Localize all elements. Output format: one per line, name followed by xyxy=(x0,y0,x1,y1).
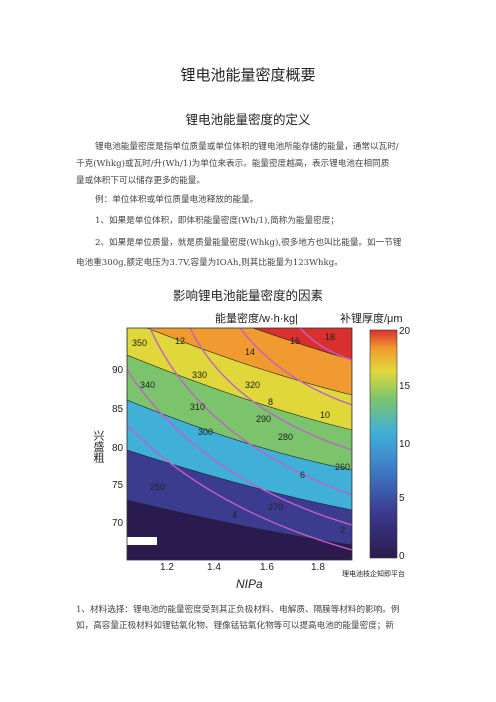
text-line: 电池重300g,额定电压为3.7V,容量为IOAh,则其比能量为123Whkg。 xyxy=(76,258,343,268)
contour-label: 4 xyxy=(232,510,237,520)
text-line: 如，高容量正极材料如锂钴氧化物、锂像锰钴氧化物等可以提高电池的能量密度；新 xyxy=(76,621,394,631)
y-tick: 90 xyxy=(112,365,124,376)
x-tick: 1.8 xyxy=(311,562,325,573)
axis-label: 补锂厚度/μm xyxy=(340,311,403,325)
contour-label: 330 xyxy=(192,370,207,380)
contour-label: 290 xyxy=(256,414,271,424)
contour-label: 300 xyxy=(198,427,213,437)
contour-label: 8 xyxy=(268,397,273,407)
text-line: 2、如果是单位质量，就是质量能量密度(Whkg),很多地方也叫比能量。如一节锂 xyxy=(95,238,402,248)
contour-label: 320 xyxy=(245,380,260,390)
contour-label: 250 xyxy=(150,482,165,492)
contour-label: 16 xyxy=(290,336,300,346)
contour-label: 350 xyxy=(132,338,147,348)
axis-label: 能量密度/w·h·kg| xyxy=(215,311,298,325)
heading: 影响锂电池能量密度的因素 xyxy=(172,288,323,303)
heading: 锂电池能量密度的定义 xyxy=(185,112,311,127)
title: 锂电池能量密度概要 xyxy=(180,66,316,84)
text-line: 锂电池能量密度是指单位质量或单位体积的锂电池所能存储的能量，通常以瓦时/ xyxy=(95,142,399,152)
text-line: 例：单位体积或单位质量电池释放的能量。 xyxy=(95,195,259,205)
contour-label: 270 xyxy=(268,502,283,512)
figure: 能量密度/w·h·kg| 补锂厚度/μm 兴盛粗 NIPa 1.2 1.4 1.… xyxy=(92,311,411,591)
x-tick: 1.6 xyxy=(260,562,274,573)
contour-label: 18 xyxy=(325,332,335,342)
y-tick: 75 xyxy=(112,480,124,491)
contour-label: 310 xyxy=(190,402,205,412)
axis-label: 兴盛粗 xyxy=(92,430,105,464)
text-line: 千克(Whkg)或瓦时/升(Wh/1)为单位来表示。能量密度越高，表示锂电池在相… xyxy=(76,159,390,169)
y-tick: 70 xyxy=(112,518,124,529)
axis-label: NIPa xyxy=(236,577,263,591)
colorbar-tick: 15 xyxy=(399,381,411,392)
contour-label: 340 xyxy=(140,380,155,390)
contour-label: 10 xyxy=(320,410,330,420)
x-tick: 1.4 xyxy=(207,562,221,573)
text-line: 量或体积下可以储存更多的能量。 xyxy=(76,176,205,186)
contour-label: 14 xyxy=(245,347,255,357)
contour-label: 280 xyxy=(278,432,293,442)
text-line: 1、材料选择：锂电池的能量密度受到其正负极材料、电解质、隔膜等材料的影响。例 xyxy=(76,605,400,615)
colorbar-tick: 20 xyxy=(399,326,411,337)
y-tick: 85 xyxy=(112,404,124,415)
contour-label: 260 xyxy=(335,462,350,472)
x-tick: 1.2 xyxy=(160,562,174,573)
colorbar-tick: 10 xyxy=(399,439,411,450)
contour-label: 2 xyxy=(340,525,345,535)
contour-label: 12 xyxy=(175,336,185,346)
y-tick: 80 xyxy=(112,443,124,454)
colorbar-tick: 0 xyxy=(399,551,405,562)
colorbar-tick: 5 xyxy=(399,493,405,504)
text-line: 1、如果是单位体积，即体积能量密度(Wh/1),简称为能量密度； xyxy=(95,216,339,226)
contour-label: 6 xyxy=(300,470,305,480)
watermark: 理电池枝企知即平台 xyxy=(342,569,405,578)
